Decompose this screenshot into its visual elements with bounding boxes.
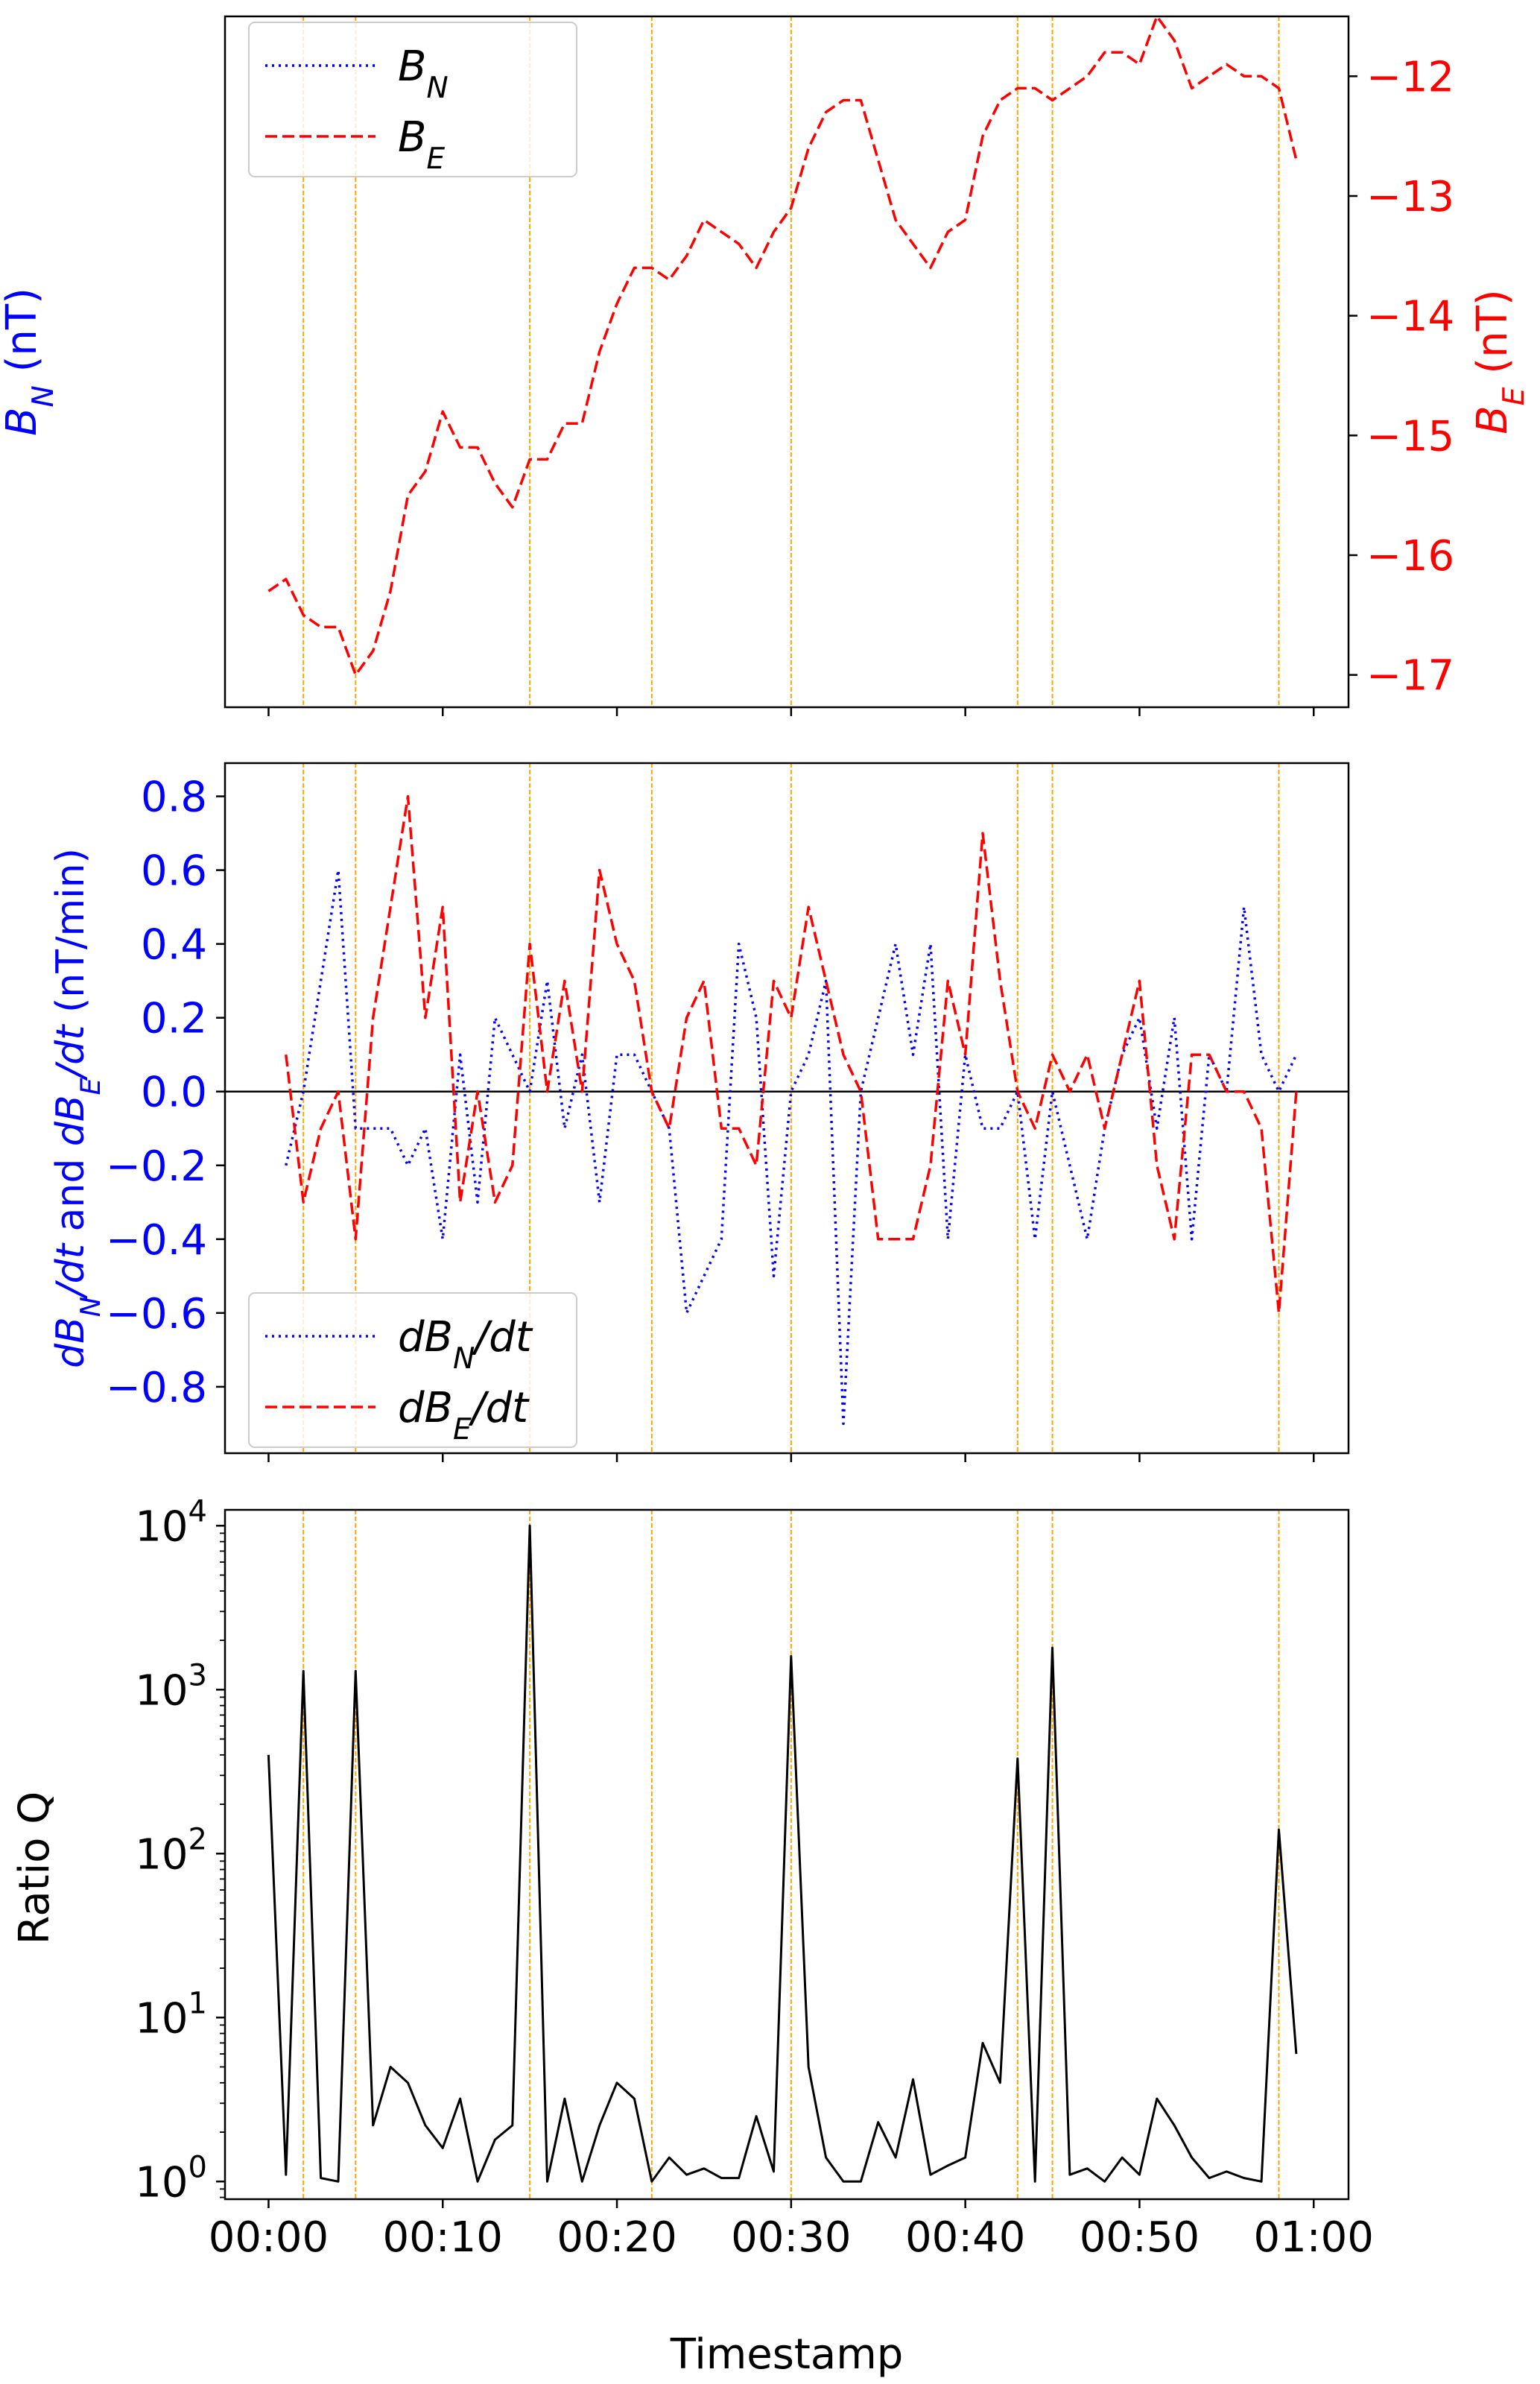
y-tick-label-right: −13 — [1366, 173, 1454, 221]
x-axis-label: Timestamp — [670, 2330, 904, 2379]
legend-label-part: /dt — [471, 1313, 533, 1362]
y-axis-label-left: BN (nT) — [0, 288, 60, 436]
y-tick-exp: 2 — [188, 1822, 207, 1856]
legend-label: dBN/dt — [398, 1313, 533, 1376]
y-axis-label-right-part: E — [1498, 387, 1531, 405]
x-tick-label: 00:20 — [557, 2213, 676, 2262]
x-tick-label: 00:10 — [383, 2213, 503, 2262]
y-axis-label-left-part: B — [0, 408, 46, 436]
y-axis-label-part: N — [75, 1297, 107, 1317]
y-axis-label-left-part: N — [27, 385, 60, 407]
y-tick-label-right: −17 — [1366, 652, 1454, 701]
legend-label-part: B — [398, 113, 426, 162]
legend-label-part: dB — [398, 1313, 453, 1362]
y-tick-label: 0.6 — [141, 847, 207, 896]
y-tick-label: 100 — [135, 2150, 207, 2207]
x-tick-label: 01:00 — [1254, 2213, 1374, 2262]
legend-label-part: B — [398, 42, 426, 91]
y-axis-label-right: BE (nT) — [1468, 289, 1531, 434]
y-tick-label-right: −12 — [1366, 53, 1454, 101]
series-line-dbedt — [285, 794, 1298, 1315]
plot-frame — [224, 15, 1350, 709]
y-tick-label: 102 — [135, 1822, 207, 1879]
y-tick-label: 0.2 — [141, 995, 207, 1043]
y-tick-exp: 3 — [188, 1658, 207, 1692]
x-tick-label: 00:40 — [905, 2213, 1025, 2262]
panel-top: 21030210312103221033−17−16−15−14−13−12BN… — [0, 15, 1531, 716]
y-tick-exp: 0 — [188, 2150, 207, 2184]
series-line-be — [267, 15, 1298, 677]
y-axis-label-part: (nT/min) — [48, 848, 93, 1025]
y-tick-base: 10 — [135, 1502, 188, 1551]
x-tick-label: 00:30 — [731, 2213, 851, 2262]
plot-frame — [224, 762, 1350, 1455]
y-tick-label: 103 — [135, 1658, 207, 1715]
y-tick-exp: 1 — [188, 1986, 207, 2020]
legend-label-part: E — [453, 1413, 472, 1446]
y-tick-base: 10 — [135, 1666, 188, 1715]
y-tick-label-right: −14 — [1366, 293, 1454, 341]
y-tick-label: −0.8 — [106, 1364, 207, 1412]
x-tick-label: 00:50 — [1080, 2213, 1200, 2262]
panel-bottom: 00:00 00:10 00:20 00:30 00:40 00:50 01:00 Times… — [10, 1494, 1374, 2379]
y-tick-base: 10 — [135, 1830, 188, 1879]
y-tick-label: −0.2 — [106, 1142, 207, 1191]
y-tick-label: −0.6 — [106, 1290, 207, 1338]
y-tick-label: 101 — [135, 1986, 207, 2043]
y-tick-label-right: −16 — [1366, 532, 1454, 581]
y-tick-label: 0.4 — [141, 921, 207, 970]
y-axis-label-part: and — [48, 1146, 93, 1244]
y-tick-label: 0.8 — [141, 774, 207, 822]
legend-label: BN — [398, 42, 449, 105]
y-tick-label: 104 — [135, 1494, 207, 1551]
y-tick-exp: 4 — [188, 1494, 207, 1528]
legend-label: dBE/dt — [398, 1384, 530, 1446]
legend-label-part: N — [453, 1342, 475, 1376]
legend-label-part: dB — [398, 1384, 453, 1432]
y-tick-base: 10 — [135, 2158, 188, 2207]
legend-box — [248, 1292, 577, 1448]
legend-label: BE — [398, 113, 445, 176]
legend-label-part: /dt — [468, 1384, 530, 1432]
x-tick-label: 00:00 — [209, 2213, 329, 2262]
y-axis-label: Ratio Q — [10, 1792, 59, 1945]
legend-label-part: N — [426, 72, 448, 105]
y-tick-base: 10 — [135, 1994, 188, 2043]
y-axis-label-part: /dt — [48, 1024, 93, 1081]
y-axis-label-left-part: (nT) — [0, 288, 46, 385]
y-tick-label-right: −15 — [1366, 412, 1454, 461]
y-axis-label-part: E — [75, 1078, 107, 1095]
legend-label-part: E — [426, 142, 445, 176]
y-axis-label-right-part: B — [1468, 405, 1517, 434]
y-axis-label-part: dB — [48, 1095, 93, 1146]
legend-box — [248, 22, 577, 177]
series-line-q — [267, 1524, 1298, 2183]
y-tick-label: −0.4 — [106, 1216, 207, 1265]
y-axis-label: dBN/dt and dBE/dt (nT/min) — [48, 848, 107, 1368]
y-axis-label-right-part: (nT) — [1468, 289, 1517, 387]
y-axis-label-part: dB — [48, 1317, 93, 1368]
y-axis-label-part: /dt — [48, 1242, 93, 1300]
y-tick-label: 0.0 — [141, 1069, 207, 1117]
